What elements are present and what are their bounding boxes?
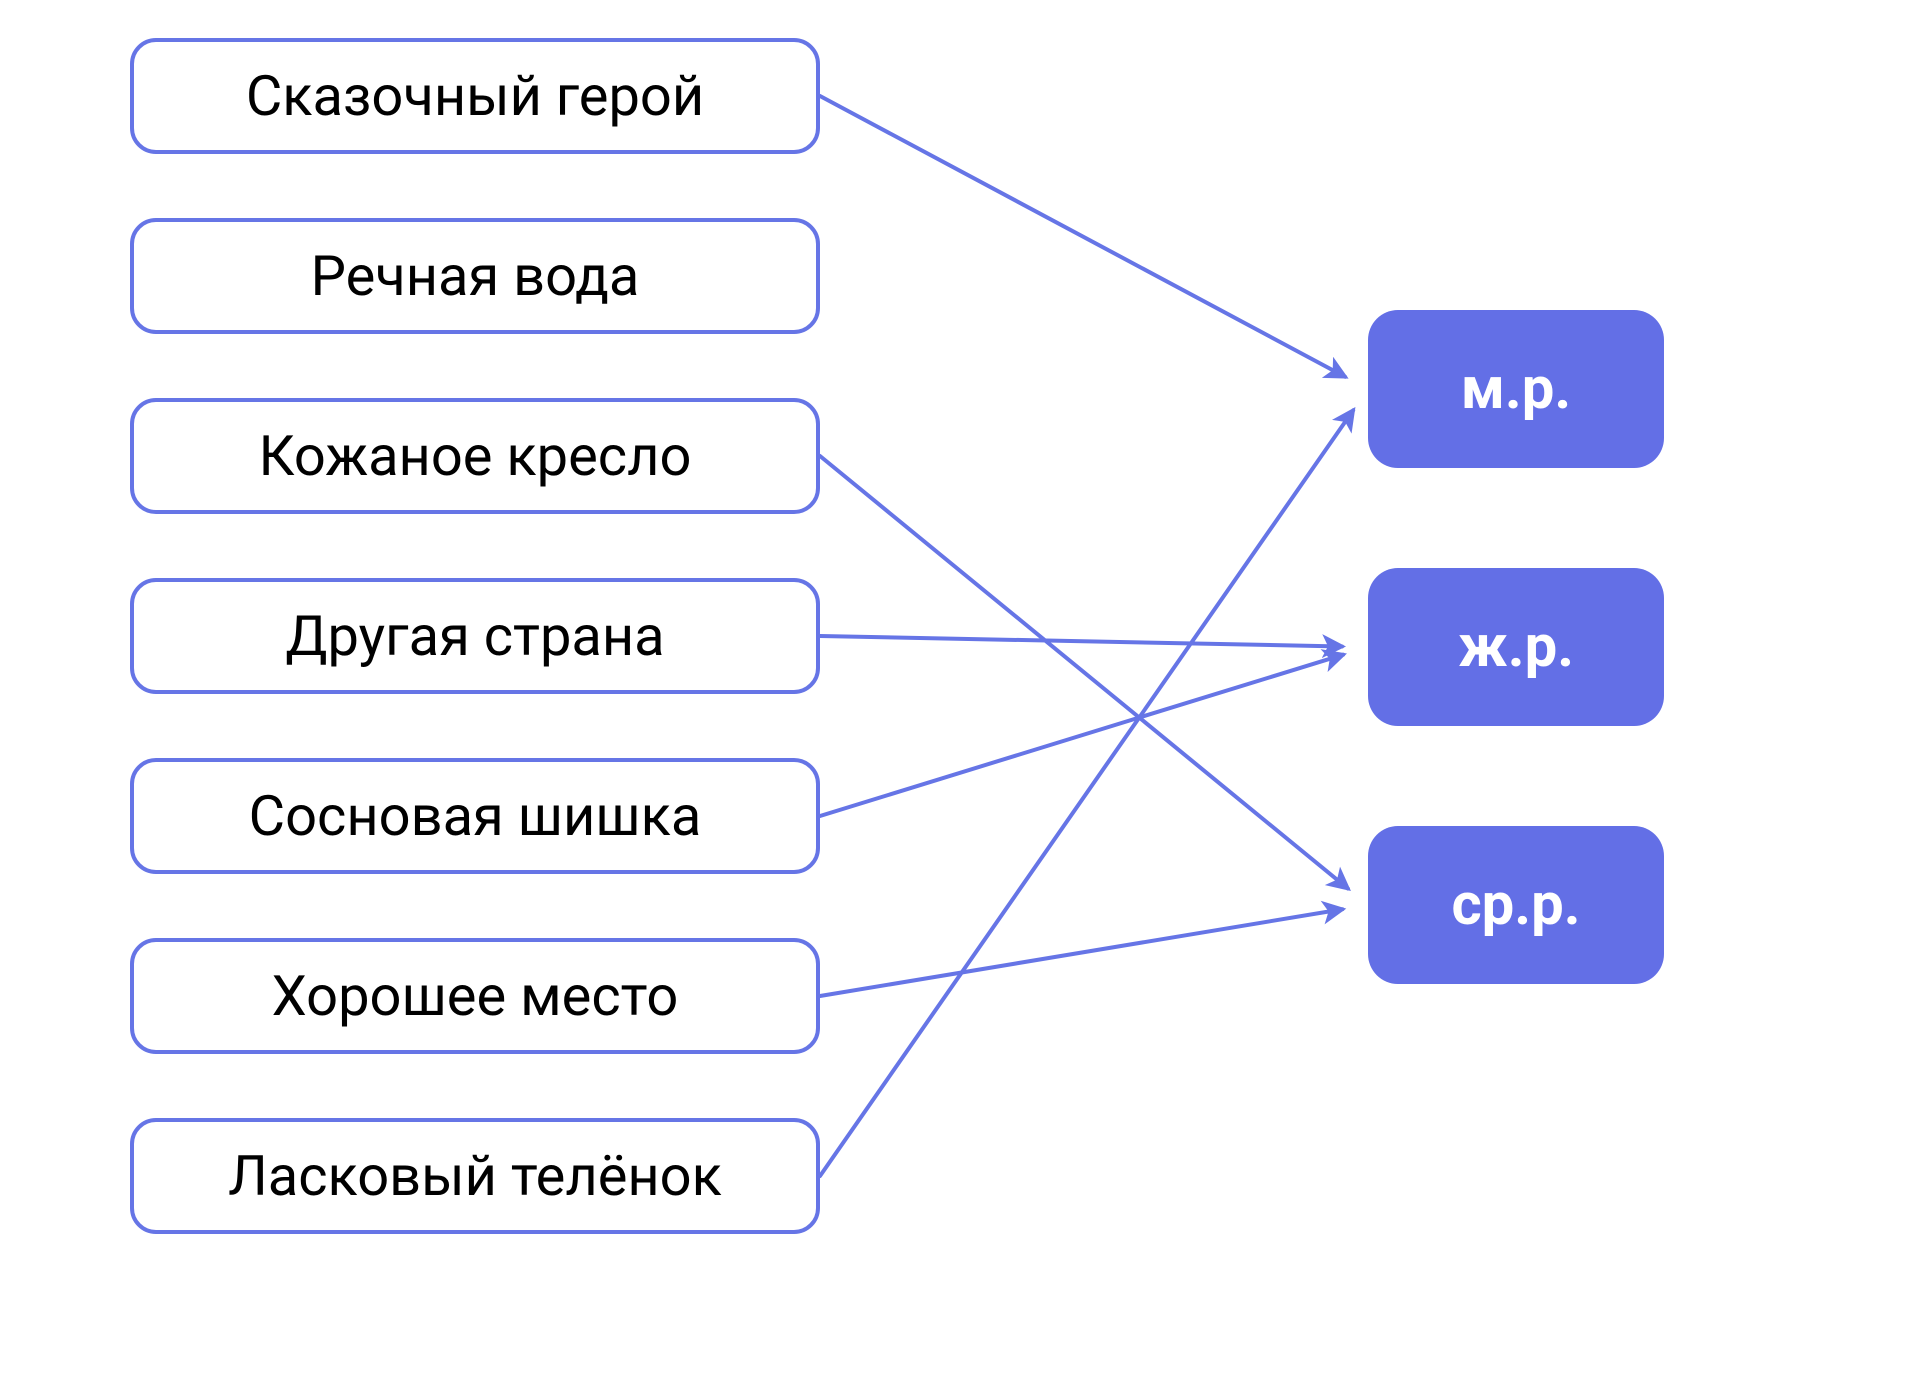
target-node[interactable]: м.р. (1368, 310, 1664, 468)
edge-arrow (820, 909, 1342, 996)
edge-arrow (820, 456, 1348, 889)
source-label: Речная вода (311, 243, 640, 309)
edge-arrow (820, 655, 1343, 816)
source-node[interactable]: Речная вода (130, 218, 820, 334)
target-node[interactable]: ср.р. (1368, 826, 1664, 984)
edge-arrow (820, 410, 1353, 1176)
source-label: Сказочный герой (246, 63, 704, 129)
edge-arrow (820, 636, 1342, 646)
edge-arrow (820, 96, 1345, 377)
source-label: Хорошее место (272, 963, 679, 1029)
source-label: Сосновая шишка (249, 783, 702, 849)
source-label: Ласковый телёнок (228, 1143, 722, 1209)
target-node[interactable]: ж.р. (1368, 568, 1664, 726)
source-node[interactable]: Сказочный герой (130, 38, 820, 154)
source-node[interactable]: Кожаное кресло (130, 398, 820, 514)
matching-diagram: Сказочный герой Речная вода Кожаное кресло… (0, 0, 1927, 1373)
source-label: Другая страна (285, 603, 664, 669)
source-node[interactable]: Другая страна (130, 578, 820, 694)
source-node[interactable]: Ласковый телёнок (130, 1118, 820, 1234)
source-label: Кожаное кресло (259, 423, 692, 489)
source-node[interactable]: Хорошее место (130, 938, 820, 1054)
target-label: ср.р. (1451, 871, 1580, 939)
target-label: м.р. (1461, 355, 1571, 423)
source-node[interactable]: Сосновая шишка (130, 758, 820, 874)
target-label: ж.р. (1458, 613, 1574, 681)
